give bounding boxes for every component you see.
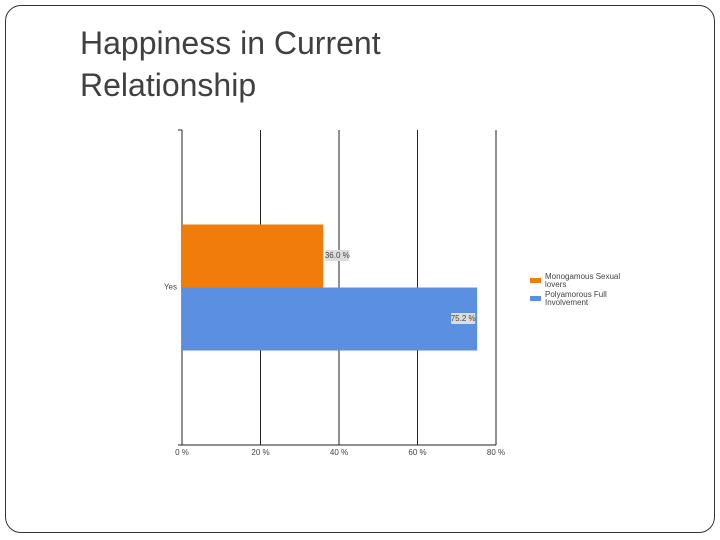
bar [182, 224, 324, 288]
legend-swatch [530, 278, 541, 283]
x-tick-label: 20 % [251, 448, 269, 457]
value-label-bg [325, 250, 350, 261]
value-label-bg [451, 313, 476, 324]
x-tick-label: 60 % [408, 448, 426, 457]
x-tick-label: 40 % [330, 448, 348, 457]
legend-label: Polyamorous Full Involvement [545, 290, 607, 307]
slide [5, 5, 715, 533]
chart-title: Happiness in Current Relationship [80, 25, 381, 103]
y-tick-label: Yes [164, 283, 177, 292]
x-tick-label: 0 % [175, 448, 189, 457]
value-label: 75.2 % [451, 314, 476, 323]
bar [182, 287, 478, 351]
legend-label: Monogamous Sexual lovers [545, 272, 620, 289]
value-label: 36.0 % [325, 251, 350, 260]
x-tick-label: 80 % [487, 448, 505, 457]
legend-swatch [530, 296, 541, 301]
